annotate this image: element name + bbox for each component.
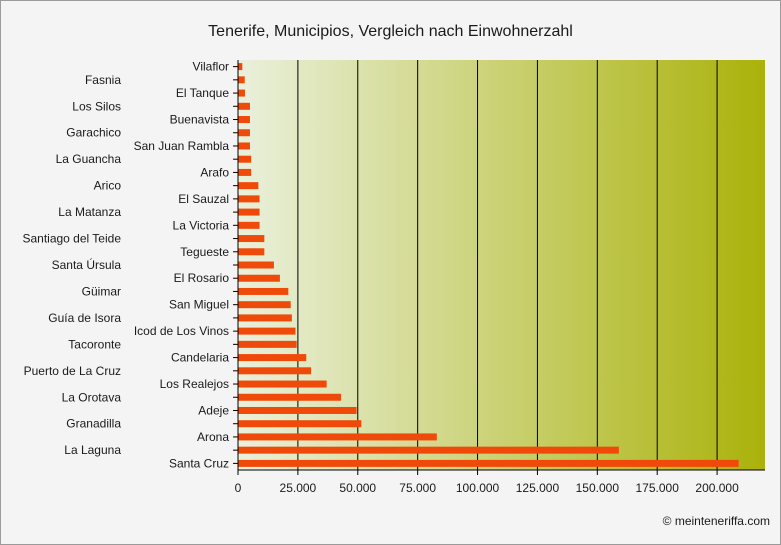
category-label: Los Realejos	[160, 377, 229, 391]
x-tick-label: 200.000	[695, 481, 739, 495]
category-label: Santa Úrsula	[52, 257, 122, 272]
x-tick-label: 50.000	[339, 481, 376, 495]
gridlines	[297, 60, 718, 470]
x-tick-label: 75.000	[399, 481, 436, 495]
category-label: Güimar	[82, 284, 121, 298]
category-label: Vilaflor	[193, 60, 229, 74]
category-label: Guía de Isora	[48, 311, 121, 325]
bar	[238, 208, 260, 216]
category-label: Icod de Los Vinos	[134, 324, 229, 338]
category-label: Fasnia	[85, 73, 121, 87]
category-label: Tacoronte	[68, 337, 121, 351]
bar	[238, 354, 307, 362]
bar	[238, 221, 260, 229]
bar	[238, 129, 250, 137]
category-label: La Victoria	[173, 218, 230, 232]
category-label: Los Silos	[72, 99, 121, 113]
copyright-credit: © meinteneriffa.com	[662, 514, 770, 528]
bar	[238, 433, 437, 441]
bar	[238, 63, 243, 71]
category-label: El Sauzal	[178, 192, 229, 206]
category-label: Puerto de La Cruz	[24, 364, 121, 378]
bar	[238, 261, 274, 269]
category-label: Adeje	[198, 403, 229, 417]
plot-area	[238, 60, 765, 470]
category-label: Santiago del Teide	[22, 232, 121, 246]
category-label: Granadilla	[66, 417, 121, 431]
bars	[238, 63, 739, 467]
category-labels: Vilaflor Fasnia El Tanque Los Silos Buenavis…	[22, 60, 229, 471]
category-label: Arafo	[200, 165, 229, 179]
x-tick-label: 25.000	[280, 481, 317, 495]
bar	[238, 340, 297, 348]
category-label: Tegueste	[180, 245, 229, 259]
category-label: La Orotava	[62, 390, 122, 404]
bar	[238, 327, 296, 335]
category-label: La Matanza	[58, 205, 121, 219]
bar	[238, 393, 342, 401]
x-tick-label: 150.000	[576, 481, 620, 495]
bar	[238, 446, 619, 454]
axes	[233, 60, 765, 471]
bar	[238, 89, 245, 97]
x-tick-labels: 0 25.000 50.000 75.000 100.000 125.000 150.000…	[235, 470, 739, 495]
bar	[238, 380, 327, 388]
category-label: San Juan Rambla	[134, 139, 230, 153]
bar	[238, 168, 252, 176]
bar	[238, 142, 250, 150]
bar	[238, 116, 250, 124]
category-label: El Rosario	[174, 271, 230, 285]
category-label: Santa Cruz	[169, 456, 229, 470]
bar	[238, 248, 265, 256]
bar	[238, 459, 739, 467]
category-label: Arico	[94, 179, 122, 193]
x-tick-label: 125.000	[516, 481, 560, 495]
x-tick-label: 175.000	[636, 481, 680, 495]
bar	[238, 102, 250, 110]
bar	[238, 406, 357, 414]
category-label: La Laguna	[64, 443, 121, 457]
bar	[238, 287, 289, 295]
bar	[238, 235, 265, 243]
bar	[238, 182, 259, 190]
chart-title: Tenerife, Municipios, Vergleich nach Ein…	[208, 23, 573, 40]
bar	[238, 155, 252, 163]
category-label: Candelaria	[171, 351, 229, 365]
category-label: Arona	[197, 430, 229, 444]
bar	[238, 195, 260, 203]
bar	[238, 420, 362, 428]
category-label: San Miguel	[169, 298, 229, 312]
bar	[238, 314, 292, 322]
category-label: El Tanque	[176, 86, 229, 100]
x-tick-label: 0	[235, 481, 242, 495]
category-label: Buenavista	[170, 113, 230, 127]
category-label: Garachico	[66, 126, 121, 140]
bar	[238, 367, 312, 375]
bar	[238, 301, 291, 309]
x-tick-label: 100.000	[456, 481, 500, 495]
bar	[238, 274, 280, 282]
category-label: La Guancha	[56, 152, 122, 166]
bar	[238, 76, 245, 84]
